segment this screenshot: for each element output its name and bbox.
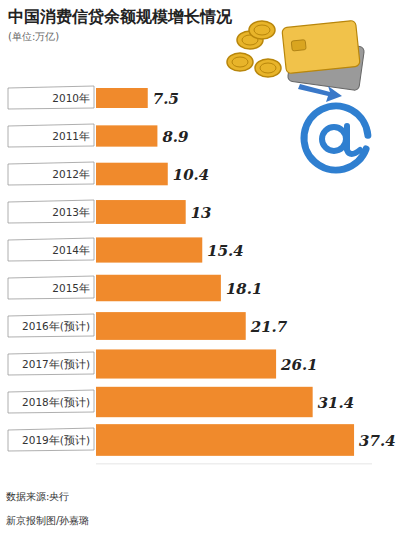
category-label: 2013年 [52, 206, 90, 218]
bar [96, 275, 221, 302]
category-label: 2016年(预计) [22, 320, 90, 332]
data-labels: 7.5 8.9 10.4 13 15.4 18.1 21.7 26.1 31.4 37.4 [153, 90, 396, 450]
data-label: 15.4 [207, 242, 244, 260]
category-label: 2018年(预计) [22, 396, 90, 408]
label-box [8, 390, 94, 413]
data-label: 7.5 [153, 90, 179, 108]
subtitle: (单位:万亿) [8, 31, 59, 42]
data-label: 10.4 [173, 166, 210, 184]
bar [96, 387, 313, 417]
data-label: 13 [191, 204, 212, 222]
title: 中国消费信贷余额规模增长情况 [8, 7, 233, 26]
label-box [8, 162, 94, 185]
card-front [282, 20, 360, 73]
decoration [227, 20, 368, 170]
at-tail [347, 126, 360, 154]
coin-inner [232, 57, 248, 67]
label-box [8, 428, 94, 451]
category-label: 2010年 [52, 92, 90, 104]
credit: 新京报制图/孙嘉璐 [6, 515, 89, 526]
data-label: 31.4 [318, 394, 355, 412]
coin-inner [254, 25, 270, 35]
bar [96, 349, 276, 378]
data-label: 8.9 [162, 128, 189, 146]
label-box [8, 124, 94, 147]
category-label: 2015年 [52, 282, 90, 294]
arrow [298, 84, 342, 102]
label-box [8, 86, 94, 109]
data-label: 18.1 [226, 280, 263, 298]
category-label: 2012年 [52, 168, 90, 180]
category-label: 2011年 [52, 130, 90, 142]
bar [96, 424, 354, 456]
chart-container: 中国消费信贷余额规模增长情况 (单位:万亿) 2010年 2011年 2012年 2013… [0, 0, 399, 537]
source: 数据来源:央行 [6, 491, 69, 502]
chart-svg: 中国消费信贷余额规模增长情况 (单位:万亿) 2010年 2011年 2012年 2013… [0, 0, 399, 537]
card-chip [291, 40, 306, 51]
at-inner [322, 127, 346, 151]
bar [96, 125, 157, 146]
category-label: 2014年 [52, 244, 90, 256]
at-outer [304, 106, 368, 170]
bar [96, 163, 168, 186]
label-box [8, 314, 94, 337]
label-box [8, 352, 94, 375]
category-label: 2019年(预计) [22, 434, 90, 446]
coin [227, 53, 253, 71]
coin [255, 59, 281, 77]
category-labels: 2010年 2011年 2012年 2013年 2014年 2015年 2016年(预计) 2… [8, 86, 94, 451]
label-box [8, 200, 94, 223]
bar [96, 88, 148, 108]
coin [249, 21, 275, 39]
x-axis-line [96, 463, 372, 464]
bar [96, 200, 186, 224]
label-box [8, 238, 94, 261]
label-box [8, 276, 94, 299]
data-label: 21.7 [250, 318, 288, 336]
bars [96, 88, 354, 456]
data-label: 26.1 [280, 356, 318, 374]
coin-inner [260, 63, 276, 73]
bar [96, 237, 202, 262]
data-label: 37.4 [359, 432, 396, 450]
category-label: 2017年(预计) [22, 358, 90, 370]
bar [96, 312, 246, 340]
